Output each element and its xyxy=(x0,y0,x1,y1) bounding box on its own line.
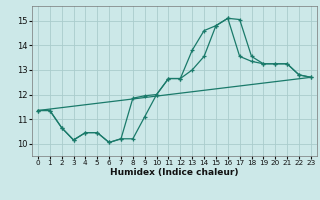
X-axis label: Humidex (Indice chaleur): Humidex (Indice chaleur) xyxy=(110,168,239,177)
